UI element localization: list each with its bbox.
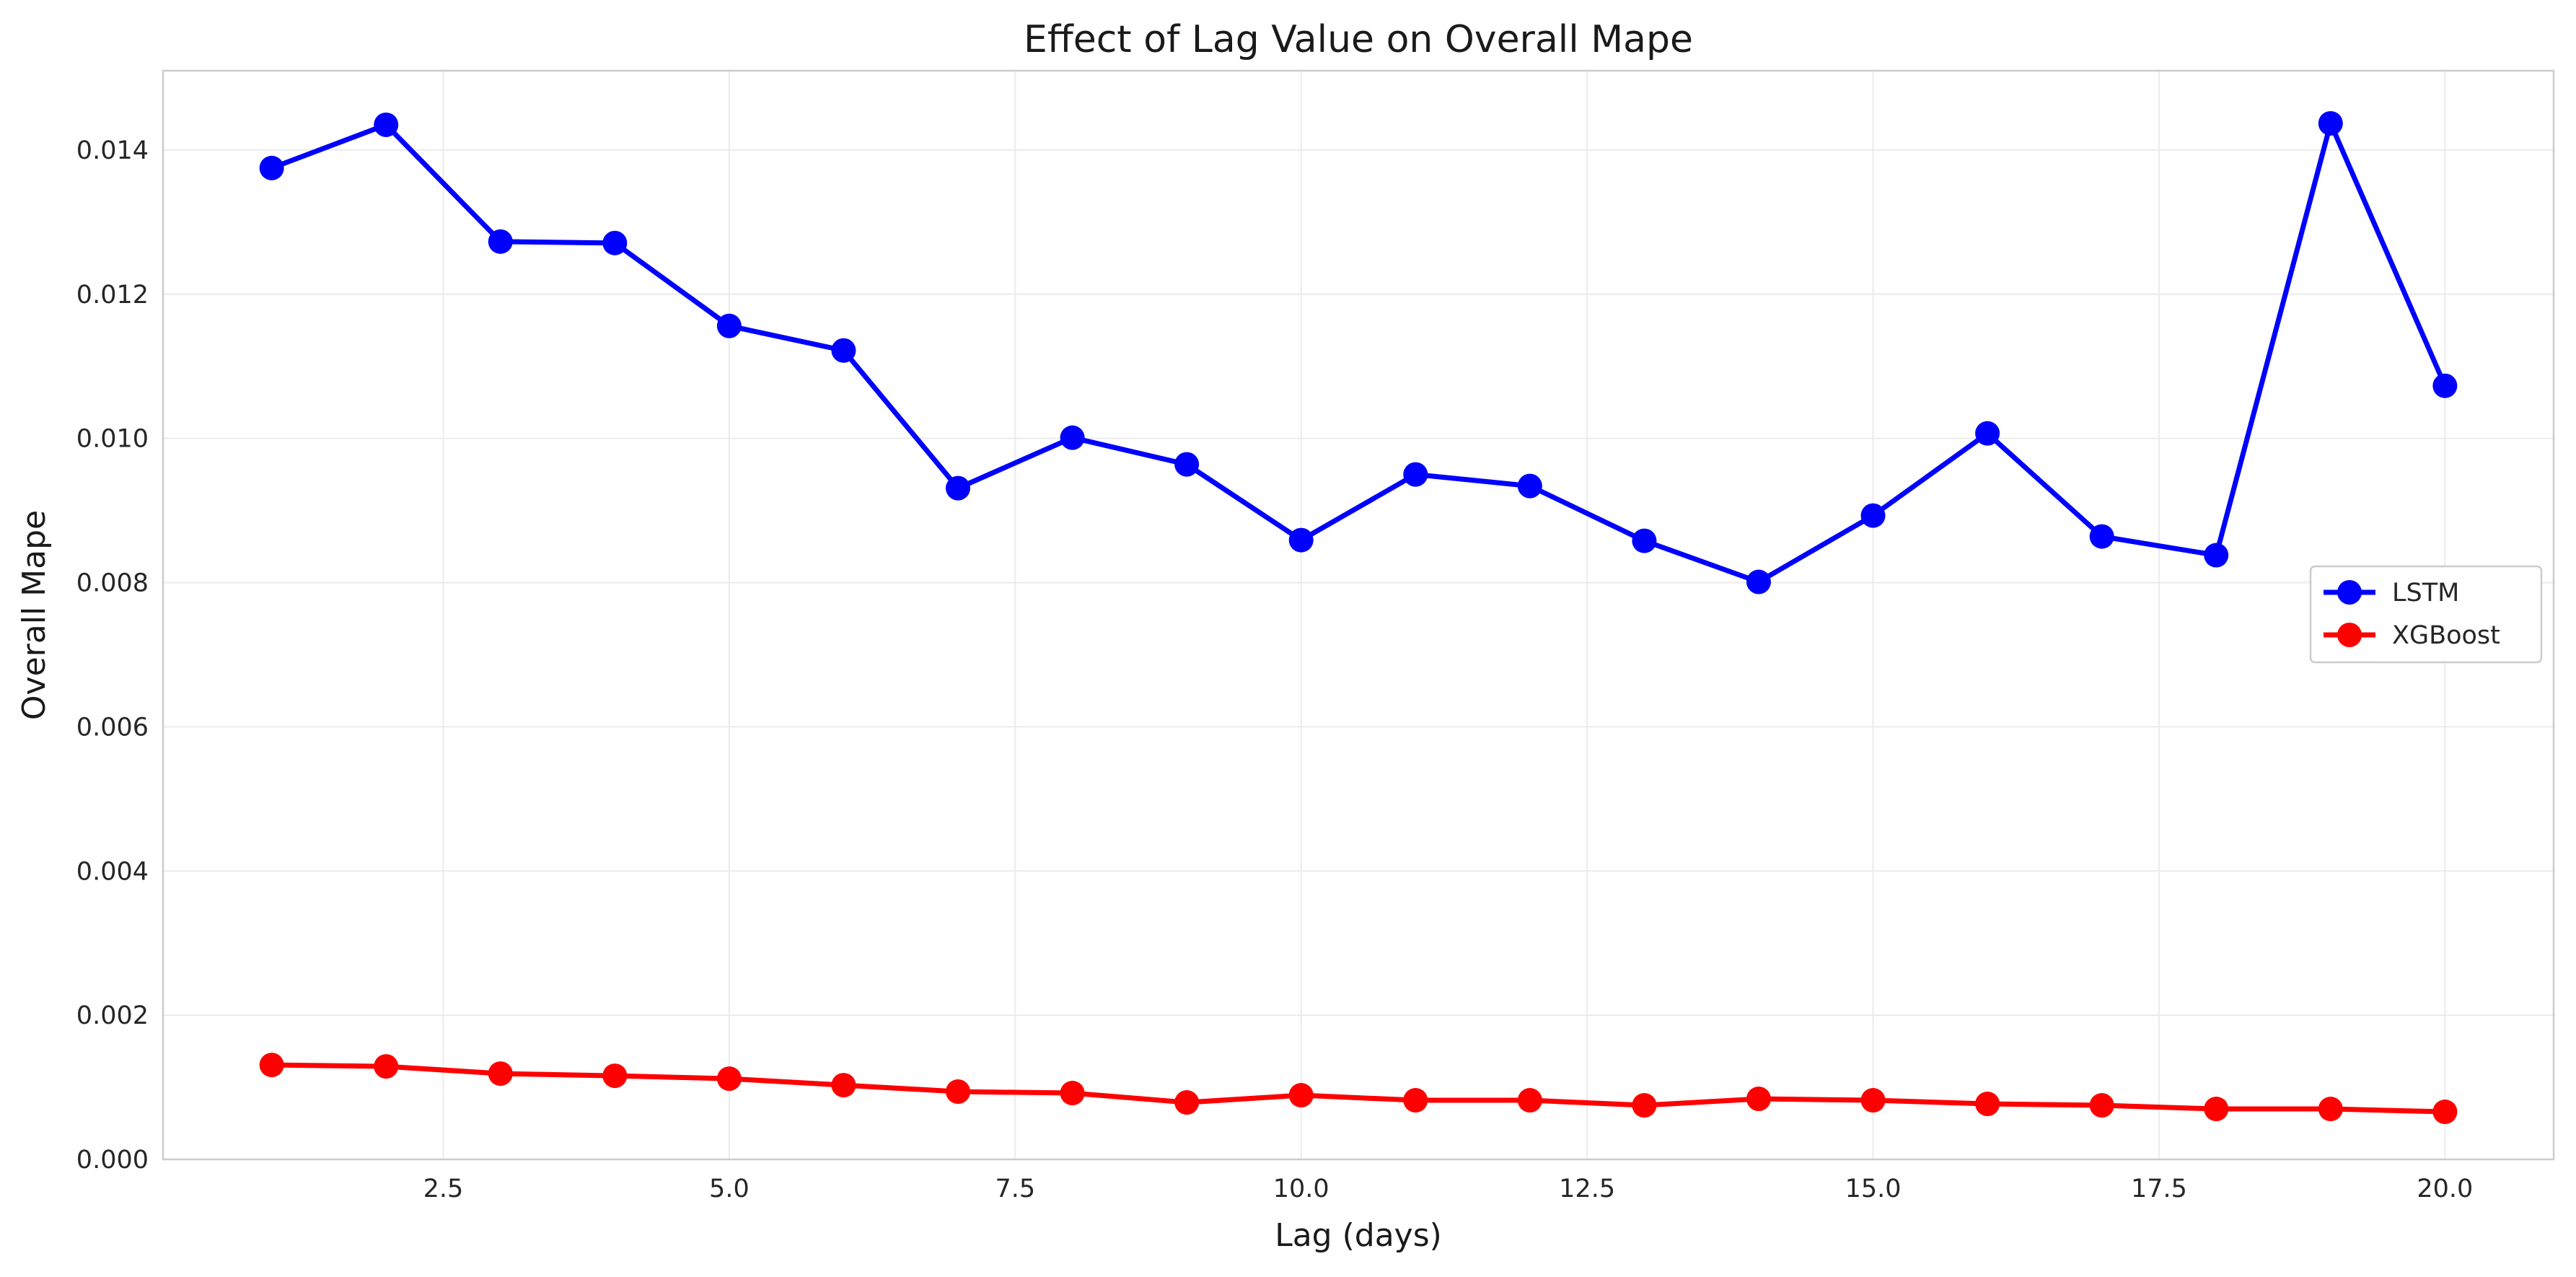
- data-point: [2204, 543, 2229, 568]
- y-tick-label: 0.000: [76, 1146, 149, 1175]
- series-layer: [259, 110, 2458, 1125]
- data-point: [374, 1054, 399, 1079]
- data-point: [1403, 462, 1428, 487]
- legend-marker: [2337, 623, 2362, 647]
- data-point: [602, 1063, 628, 1089]
- data-point: [1517, 473, 1542, 499]
- data-point: [1060, 425, 1085, 450]
- data-point: [259, 1053, 284, 1078]
- x-tick-label: 20.0: [2417, 1175, 2473, 1203]
- legend-label: LSTM: [2392, 579, 2459, 607]
- x-tick-label: 12.5: [1559, 1175, 1615, 1203]
- data-point: [488, 1061, 513, 1087]
- data-point: [2318, 110, 2343, 136]
- data-point: [831, 1073, 856, 1098]
- x-tick-label: 10.0: [1273, 1175, 1329, 1203]
- y-tick-label: 0.012: [76, 281, 149, 310]
- data-point: [2089, 524, 2114, 549]
- data-point: [1975, 421, 2000, 446]
- chart-title: Effect of Lag Value on Overall Mape: [1024, 18, 1693, 61]
- data-point: [1174, 452, 1200, 477]
- data-point: [2432, 1100, 2458, 1125]
- data-point: [1174, 1090, 1200, 1115]
- x-tick-label: 17.5: [2131, 1175, 2187, 1203]
- data-point: [259, 155, 284, 180]
- y-axis-title: Overall Mape: [16, 510, 53, 720]
- data-point: [488, 229, 513, 254]
- legend-marker: [2337, 580, 2362, 605]
- legend-item-lstm: LSTM: [2324, 579, 2459, 607]
- data-point: [1403, 1088, 1428, 1113]
- series-line: [269, 120, 2448, 585]
- x-axis-ticks: 2.5 5.0 7.5 10.0 12.5 15.0 17.5 20.0: [423, 1175, 2474, 1203]
- data-point: [602, 230, 628, 255]
- data-point: [946, 475, 971, 501]
- data-point: [946, 1079, 971, 1105]
- data-point: [2204, 1097, 2229, 1122]
- legend-items: LSTM XGBoost: [2324, 579, 2500, 650]
- data-point: [1975, 1092, 2000, 1117]
- data-point: [1288, 527, 1314, 553]
- x-tick-label: 5.0: [709, 1175, 749, 1203]
- x-tick-label: 15.0: [1845, 1175, 1902, 1203]
- plot-frame: [162, 69, 2555, 1161]
- legend-label: XGBoost: [2392, 621, 2500, 650]
- data-point: [2432, 373, 2458, 398]
- y-tick-label: 0.002: [76, 1001, 149, 1030]
- y-tick-label: 0.008: [76, 569, 149, 598]
- data-point: [2089, 1093, 2114, 1118]
- series-lstm: [259, 110, 2458, 594]
- data-point: [1746, 569, 1771, 594]
- data-point: [831, 338, 856, 363]
- y-tick-label: 0.014: [76, 136, 149, 165]
- data-point: [374, 112, 399, 137]
- data-point: [716, 1066, 742, 1092]
- data-point: [1860, 1088, 1886, 1113]
- data-point: [2318, 1097, 2343, 1122]
- legend-item-xgboost: XGBoost: [2324, 621, 2500, 650]
- data-point: [716, 313, 742, 338]
- data-point: [1632, 1093, 1657, 1118]
- x-tick-label: 7.5: [995, 1175, 1035, 1203]
- x-tick-label: 2.5: [423, 1175, 464, 1203]
- data-point: [1517, 1088, 1542, 1113]
- y-tick-label: 0.006: [76, 713, 149, 742]
- data-point: [1060, 1081, 1085, 1106]
- y-tick-label: 0.010: [76, 425, 149, 454]
- series-line: [269, 1062, 2448, 1115]
- data-point: [1746, 1087, 1771, 1112]
- y-tick-label: 0.004: [76, 857, 149, 886]
- data-point: [1288, 1083, 1314, 1108]
- y-axis-ticks: 0.000 0.002 0.004 0.006 0.008 0.010 0.012 0.014: [76, 136, 149, 1175]
- data-point: [1632, 528, 1657, 553]
- x-axis-title: Lag (days): [1275, 1217, 1442, 1254]
- series-xgboost: [259, 1053, 2458, 1125]
- legend: LSTM XGBoost: [2309, 565, 2543, 664]
- plot-area: [163, 71, 2554, 1159]
- data-point: [1860, 503, 1886, 528]
